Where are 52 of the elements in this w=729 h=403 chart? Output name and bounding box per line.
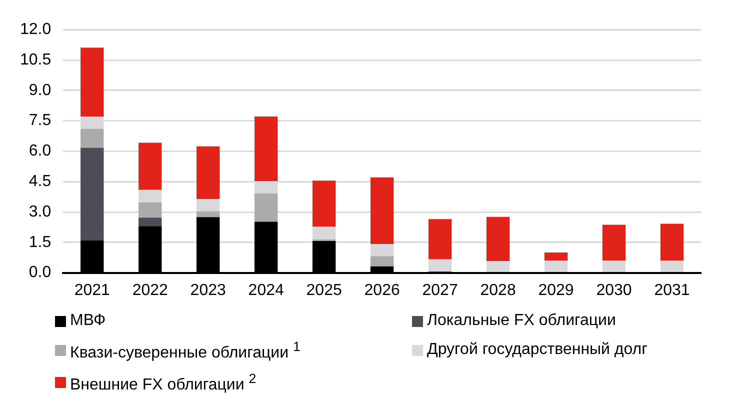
bar [138, 218, 162, 226]
bar [312, 226, 336, 240]
bar [196, 199, 220, 212]
legend-label: Локальные FX облигации [427, 311, 616, 331]
y-tick-label: 7.5 [28, 112, 52, 130]
y-tick-label: 12.0 [20, 21, 52, 38]
x-tick-label: 2031 [654, 282, 690, 299]
y-tick-label: 9.0 [28, 82, 52, 99]
bar [196, 211, 220, 218]
bar [544, 252, 568, 261]
x-tick-label: 2025 [306, 282, 342, 299]
y-tick-label: 1.5 [28, 234, 52, 251]
bar [312, 180, 336, 227]
bar [602, 224, 626, 261]
bar [196, 146, 220, 200]
x-tick-label: 2021 [74, 282, 110, 299]
x-tick-label: 2022 [132, 282, 168, 299]
bar [428, 259, 452, 272]
legend-label: Другой государственный долг [427, 340, 648, 360]
legend-label: Квази-суверенные облигации $^{1}$ [70, 338, 300, 364]
bar [138, 190, 162, 202]
x-tick-label: 2027 [422, 282, 458, 299]
x-tick-label: 2023 [190, 282, 226, 299]
bar [80, 48, 104, 117]
bar [602, 260, 626, 272]
bar [370, 256, 394, 266]
x-tick-label: 2029 [538, 282, 574, 299]
y-tick-label: 0.0 [28, 264, 52, 282]
y-tick-label: 4.5 [28, 173, 52, 190]
bar [138, 142, 162, 190]
bar [544, 260, 568, 272]
bar [254, 194, 278, 222]
bar [370, 177, 394, 244]
legend-label: МВФ [70, 311, 106, 331]
bar [660, 224, 684, 261]
bar [370, 244, 394, 256]
bar [486, 261, 510, 272]
y-tick-label: 6.0 [28, 142, 52, 160]
bar [138, 202, 162, 218]
bar [254, 116, 278, 182]
x-tick-label: 2028 [480, 282, 516, 299]
bar [428, 219, 452, 260]
bar [660, 260, 684, 272]
y-tick-label: 10.5 [20, 51, 52, 68]
x-tick-label: 2030 [596, 282, 632, 299]
x-tick-label: 2026 [364, 282, 400, 299]
bar [80, 128, 104, 148]
x-tick-label: 2024 [248, 282, 284, 299]
y-tick-label: 3.0 [28, 203, 52, 220]
bar [486, 216, 510, 262]
bar [80, 148, 104, 240]
legend-label: Внешние FX облигации $^{2}$ [70, 370, 256, 396]
